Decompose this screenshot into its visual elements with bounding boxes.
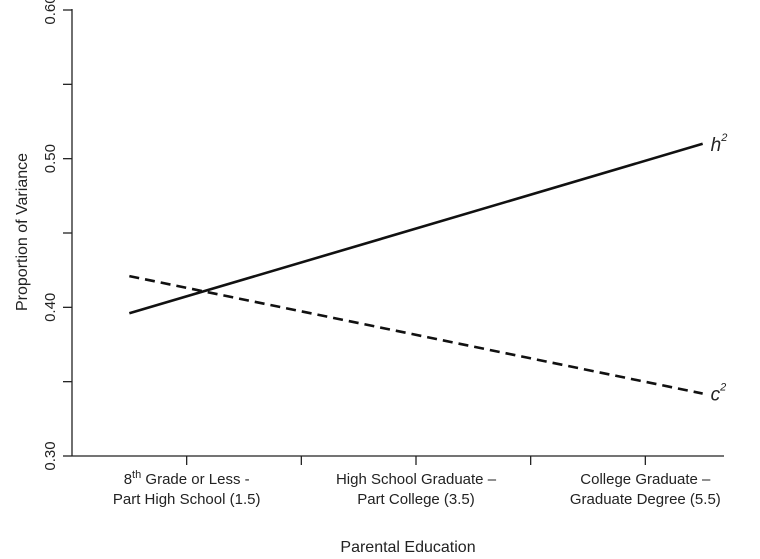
- x-category-label-line2: Part College (3.5): [357, 491, 475, 508]
- axes: [71, 9, 724, 457]
- x-category-label: College Graduate – Graduate Degree (5.5): [570, 471, 721, 508]
- series-line-dashed: [129, 274, 703, 395]
- y-tick-label: 0.60: [42, 0, 59, 25]
- y-axis-title: Proportion of Variance: [14, 153, 31, 311]
- y-tick-label: 0.50: [42, 144, 59, 173]
- y-ticks: 0.30 0.40 0.50 0.60: [42, 0, 72, 471]
- y-tick-label: 0.40: [42, 293, 59, 322]
- series-end-label: h2: [711, 132, 728, 156]
- series-layer: h2 c2: [128, 132, 728, 406]
- y-tick-label: 0.30: [42, 441, 59, 470]
- x-category-label-line2: Part High School (1.5): [113, 491, 261, 508]
- x-ticks: 8th Grade or Less - Part High School (1.5…: [113, 456, 721, 508]
- series-end-label: c2: [711, 382, 727, 406]
- x-category-label-line1: High School Graduate –: [336, 471, 497, 488]
- x-category-label-line1: 8th Grade or Less -: [124, 469, 250, 488]
- x-category-label: 8th Grade or Less - Part High School (1.5…: [113, 469, 261, 508]
- series-line-solid: [128, 142, 704, 315]
- x-category-label-line1: College Graduate –: [580, 471, 711, 488]
- x-category-label-line2: Graduate Degree (5.5): [570, 491, 721, 508]
- x-axis-title: Parental Education: [340, 539, 475, 556]
- x-category-label: High School Graduate – Part College (3.5): [336, 471, 497, 508]
